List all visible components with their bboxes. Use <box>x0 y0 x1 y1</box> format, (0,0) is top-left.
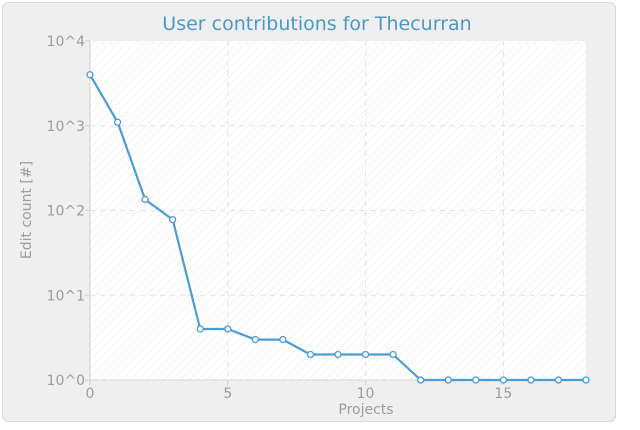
y-tick-label: 10^4 <box>47 34 86 50</box>
data-point <box>472 376 480 384</box>
y-tick-label: 10^1 <box>47 288 85 304</box>
x-tick-label: 10 <box>357 386 375 402</box>
data-point <box>306 350 315 359</box>
y-tick-label: 10^2 <box>47 204 85 220</box>
data-point <box>554 376 563 384</box>
series-group <box>86 71 590 384</box>
y-tick-labels: 10^0 10^1 10^2 10^3 10^4 <box>47 34 90 389</box>
x-tick-label: 5 <box>223 386 232 402</box>
data-point <box>361 350 370 359</box>
data-point <box>196 325 204 333</box>
data-point <box>279 335 287 344</box>
x-tick-label: 15 <box>494 386 512 402</box>
x-tick-label: 0 <box>86 386 95 402</box>
data-point <box>389 350 397 359</box>
data-point <box>224 325 232 333</box>
x-axis-label: Projects <box>338 402 393 418</box>
y-axis-label: Edit count [#] <box>19 161 35 259</box>
data-point <box>86 71 94 79</box>
grid-lines <box>90 41 586 380</box>
data-point <box>444 376 452 384</box>
data-point <box>582 376 590 384</box>
data-point <box>113 118 122 126</box>
data-point <box>417 376 425 384</box>
data-point <box>169 215 177 224</box>
data-point <box>251 335 259 344</box>
data-point <box>141 195 149 204</box>
chart-title: User contributions for Thecurran <box>162 13 471 35</box>
y-tick-label: 10^3 <box>47 119 85 135</box>
data-point <box>334 350 342 359</box>
data-point <box>499 376 507 384</box>
data-point <box>527 376 535 384</box>
y-tick-label: 10^0 <box>47 373 85 389</box>
